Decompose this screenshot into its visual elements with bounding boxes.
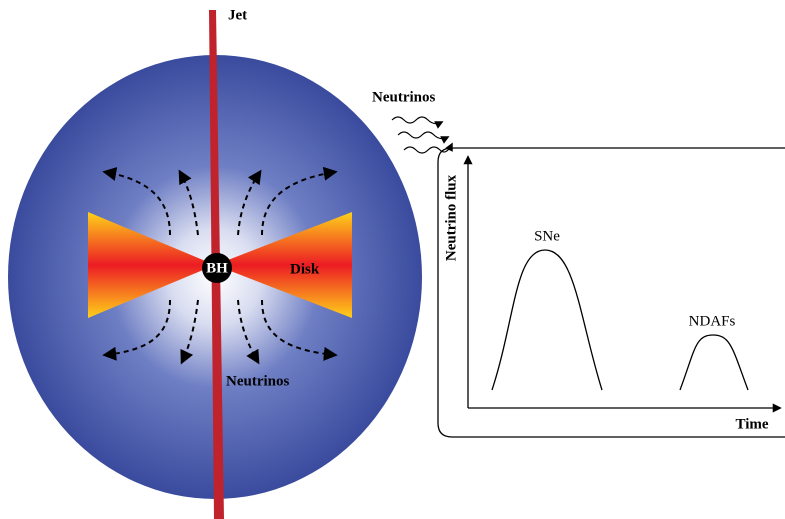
outflow-label: Neutrinos — [372, 89, 435, 105]
ndaf-label: NDAFs — [689, 313, 736, 329]
bh-label: BH — [206, 260, 228, 276]
plot-panel — [438, 148, 785, 437]
sne-label: SNe — [534, 228, 560, 244]
sne-curve — [492, 250, 602, 390]
disk-label: Disk — [290, 261, 320, 277]
diagram: BH Jet Disk Neutrinos Neutrinos Neutrino… — [0, 0, 785, 519]
inner-neutrinos-label: Neutrinos — [226, 373, 289, 389]
x-axis-label: Time — [735, 416, 768, 432]
jet-label: Jet — [228, 7, 247, 23]
y-axis-label: Neutrino flux — [443, 174, 459, 261]
neutrino-waves — [392, 117, 452, 153]
ndaf-curve — [680, 335, 748, 390]
